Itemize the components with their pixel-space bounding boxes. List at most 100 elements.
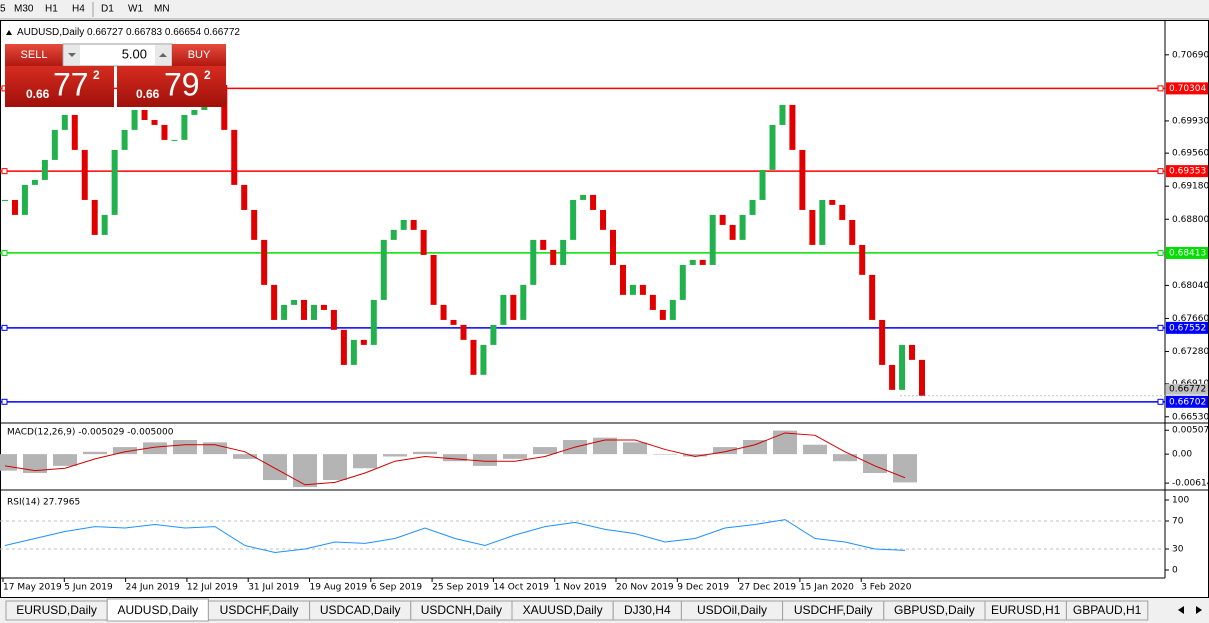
macd-bar bbox=[713, 447, 737, 455]
timeframe-button[interactable]: H4 bbox=[72, 4, 85, 15]
level-handle[interactable] bbox=[1, 398, 8, 405]
time-label: 3 Feb 2020 bbox=[861, 583, 912, 593]
up-arrow bbox=[159, 53, 167, 57]
level-handle[interactable] bbox=[1, 168, 8, 175]
candle bbox=[849, 219, 856, 245]
level-label: 0.70304 bbox=[1169, 84, 1206, 94]
candle bbox=[11, 199, 18, 215]
level-label-box bbox=[1166, 321, 1208, 334]
macd-bar bbox=[23, 454, 47, 473]
timeframe-button[interactable]: H1 bbox=[45, 4, 58, 15]
macd-bar bbox=[533, 447, 557, 455]
buy-label: BUY bbox=[188, 49, 211, 61]
level-label: 0.69353 bbox=[1169, 167, 1206, 177]
macd-bar bbox=[323, 454, 347, 481]
level-label-box bbox=[1166, 165, 1208, 178]
candle bbox=[460, 324, 467, 340]
candle bbox=[350, 339, 357, 365]
sell-button[interactable] bbox=[5, 44, 63, 66]
level-label-box bbox=[1166, 395, 1208, 408]
macd-bar bbox=[473, 454, 497, 466]
time-label: 24 Jun 2019 bbox=[126, 583, 180, 593]
macd-title: MACD(12,26,9) -0.005029 -0.005000 bbox=[7, 428, 174, 438]
tab-scroll-left[interactable] bbox=[1178, 606, 1184, 614]
macd-bar bbox=[263, 454, 287, 481]
candle bbox=[859, 244, 866, 275]
level-handle[interactable] bbox=[1157, 249, 1164, 256]
buy-button[interactable] bbox=[172, 44, 226, 66]
level-handle[interactable] bbox=[1, 249, 8, 256]
candle bbox=[769, 124, 776, 170]
candle bbox=[610, 229, 617, 265]
timeframes: 5 M30 H1 H4 D1 W1 MN bbox=[0, 4, 170, 15]
price-tick-label: 0.67280 bbox=[1172, 347, 1209, 357]
bid-box[interactable] bbox=[5, 66, 114, 107]
candle bbox=[629, 284, 636, 295]
price-tick-label: 0.68800 bbox=[1172, 215, 1209, 225]
candle bbox=[639, 284, 646, 295]
high: 0.66783 bbox=[126, 27, 163, 38]
timeframe-button[interactable]: D1 bbox=[101, 4, 114, 15]
candle bbox=[669, 299, 676, 320]
timeframe-button[interactable]: W1 bbox=[128, 4, 143, 15]
candle bbox=[590, 194, 597, 210]
indicator-tick-label: 100 bbox=[1172, 495, 1189, 505]
candle bbox=[91, 199, 98, 235]
macd-bar bbox=[803, 444, 827, 455]
candle bbox=[809, 209, 816, 245]
candle bbox=[131, 109, 138, 130]
tab-label: EURUSD,Daily bbox=[16, 603, 97, 617]
candle bbox=[71, 114, 78, 150]
level-handle[interactable] bbox=[1157, 168, 1164, 175]
timeframe-button[interactable]: MN bbox=[154, 4, 170, 15]
candle bbox=[360, 339, 367, 345]
candle bbox=[301, 299, 308, 320]
low: 0.66654 bbox=[165, 27, 202, 38]
candle bbox=[729, 224, 736, 240]
macd-bar bbox=[293, 454, 317, 488]
tab-label: USDOil,Daily bbox=[697, 603, 767, 617]
level-label-box bbox=[1166, 246, 1208, 259]
candle bbox=[919, 359, 925, 396]
price-tick-label: 0.69180 bbox=[1172, 182, 1209, 192]
macd-bar bbox=[653, 454, 677, 455]
candle bbox=[410, 219, 417, 230]
candle bbox=[221, 84, 228, 130]
time-label: 6 Sep 2019 bbox=[371, 583, 423, 593]
macd-bar bbox=[53, 454, 77, 466]
level-handle[interactable] bbox=[1157, 85, 1164, 92]
candle bbox=[719, 214, 726, 225]
candle bbox=[181, 114, 188, 140]
level-label: 0.67552 bbox=[1169, 323, 1206, 333]
level-handle[interactable] bbox=[1157, 398, 1164, 405]
candle bbox=[839, 204, 846, 220]
macd-bar bbox=[833, 454, 857, 462]
macd-bar bbox=[503, 454, 527, 459]
current-price-label: 0.66772 bbox=[1169, 385, 1206, 395]
tab-scroll-right[interactable] bbox=[1196, 606, 1202, 614]
candle bbox=[779, 104, 786, 125]
timeframe-button[interactable]: 5 bbox=[0, 4, 6, 15]
macd-bar bbox=[143, 442, 167, 455]
bid-fraction: 2 bbox=[93, 68, 100, 82]
time-label: 20 Nov 2019 bbox=[616, 583, 674, 593]
ask-box[interactable] bbox=[117, 66, 226, 107]
tab-label: DJ30,H4 bbox=[624, 603, 671, 617]
tab[interactable] bbox=[1065, 600, 1149, 621]
candle bbox=[191, 109, 198, 115]
candle bbox=[370, 299, 377, 345]
candle bbox=[271, 284, 278, 320]
price-tick-label: 0.68040 bbox=[1172, 281, 1209, 291]
candle bbox=[390, 229, 397, 240]
candle bbox=[580, 194, 587, 200]
candle bbox=[789, 104, 796, 150]
toolbar bbox=[0, 0, 1209, 19]
timeframe-button[interactable]: M30 bbox=[14, 4, 34, 15]
macd-bar bbox=[443, 454, 467, 462]
time-label: 5 Jun 2019 bbox=[64, 583, 113, 593]
candle bbox=[61, 114, 68, 130]
candle bbox=[480, 344, 487, 375]
level-handle[interactable] bbox=[1157, 324, 1164, 331]
level-handle[interactable] bbox=[1, 324, 8, 331]
collapse-icon[interactable] bbox=[6, 30, 12, 35]
